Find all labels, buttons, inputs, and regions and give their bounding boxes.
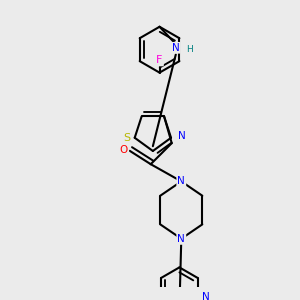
Text: F: F <box>156 55 163 65</box>
Text: N: N <box>177 176 185 186</box>
Text: N: N <box>202 292 210 300</box>
Text: H: H <box>186 45 193 54</box>
Text: S: S <box>124 133 130 143</box>
Text: N: N <box>178 131 185 141</box>
Text: N: N <box>177 234 185 244</box>
Text: N: N <box>172 43 180 53</box>
Text: O: O <box>120 145 128 155</box>
